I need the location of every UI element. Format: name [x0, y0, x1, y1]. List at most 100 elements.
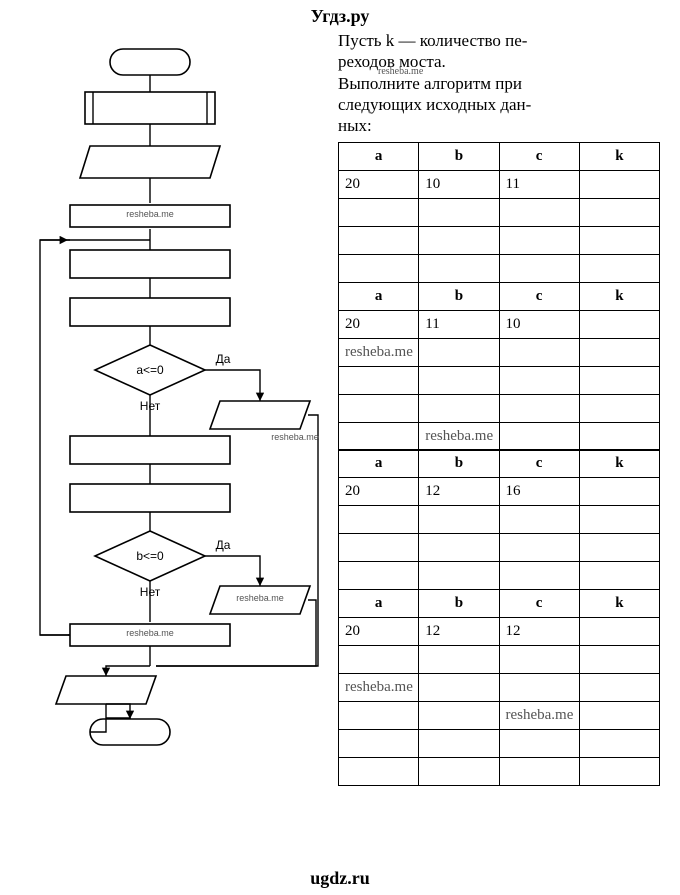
data-cell	[339, 645, 419, 673]
data-cell	[419, 227, 499, 255]
data-cell	[419, 506, 499, 534]
data-cell	[419, 645, 499, 673]
tables-holder: abck201011abck201110resheba.meresheba.me…	[338, 142, 660, 786]
svg-text:b<=0: b<=0	[136, 549, 164, 563]
content-area: resheba.me a<=0 Да Нет b<=0 Да Нет resheba.me re…	[20, 30, 660, 865]
data-cell	[579, 534, 659, 562]
data-cell	[579, 171, 659, 199]
data-cell	[579, 673, 659, 701]
col-header: a	[339, 589, 419, 617]
col-header: b	[419, 143, 499, 171]
data-cell	[579, 338, 659, 366]
flowchart-column: resheba.me a<=0 Да Нет b<=0 Да Нет resheba.me re…	[20, 30, 320, 865]
data-cell	[579, 227, 659, 255]
data-table-3: abck201212resheba.meresheba.me	[338, 589, 660, 786]
data-cell: 11	[419, 310, 499, 338]
data-cell	[339, 199, 419, 227]
data-cell	[579, 562, 659, 590]
data-cell	[419, 562, 499, 590]
col-header: c	[499, 143, 579, 171]
data-cell	[339, 366, 419, 394]
text-and-tables: Пусть k — количество пе- реходов моста. …	[338, 30, 660, 865]
data-cell	[579, 506, 659, 534]
col-header: b	[419, 282, 499, 310]
data-cell	[419, 338, 499, 366]
col-header: k	[579, 450, 659, 478]
intro-line3: Выполните алгоритм при	[338, 74, 522, 93]
svg-text:Нет: Нет	[140, 399, 161, 413]
data-cell: 20	[339, 617, 419, 645]
data-cell	[419, 394, 499, 422]
col-header: c	[499, 589, 579, 617]
data-cell	[579, 366, 659, 394]
data-cell: 20	[339, 171, 419, 199]
svg-text:resheba.me: resheba.me	[126, 628, 174, 638]
resheba-watermark-icon: resheba.me	[378, 66, 423, 79]
data-cell	[339, 255, 419, 283]
data-cell	[579, 729, 659, 757]
data-cell	[499, 255, 579, 283]
data-cell	[579, 199, 659, 227]
data-cell	[499, 394, 579, 422]
data-cell: resheba.me	[499, 701, 579, 729]
data-cell: 12	[419, 478, 499, 506]
data-cell	[339, 562, 419, 590]
data-cell	[499, 199, 579, 227]
data-cell	[579, 757, 659, 785]
data-cell: resheba.me	[419, 422, 499, 450]
data-cell	[419, 199, 499, 227]
data-cell	[579, 617, 659, 645]
data-cell	[579, 645, 659, 673]
col-header: b	[419, 450, 499, 478]
data-cell	[499, 673, 579, 701]
intro-line5: ных:	[338, 116, 372, 135]
data-cell	[499, 729, 579, 757]
data-cell: 20	[339, 478, 419, 506]
intro-line4: следующих исходных дан-	[338, 95, 531, 114]
data-cell: 20	[339, 310, 419, 338]
data-table-1: abck201110resheba.meresheba.me	[338, 282, 660, 451]
svg-text:resheba.me: resheba.me	[236, 593, 284, 603]
data-cell	[339, 506, 419, 534]
data-cell	[579, 255, 659, 283]
data-cell: resheba.me	[339, 338, 419, 366]
intro-text: Пусть k — количество пе- реходов моста. …	[338, 30, 660, 136]
top-watermark: Угдз.ру	[0, 6, 680, 27]
data-cell	[499, 227, 579, 255]
col-header: c	[499, 282, 579, 310]
svg-text:Да: Да	[216, 538, 231, 552]
data-cell	[499, 534, 579, 562]
data-cell	[339, 729, 419, 757]
data-cell	[579, 310, 659, 338]
data-cell	[419, 366, 499, 394]
data-cell: resheba.me	[339, 673, 419, 701]
data-cell	[419, 729, 499, 757]
data-table-2: abck201216	[338, 449, 660, 590]
data-cell	[499, 338, 579, 366]
svg-text:Да: Да	[216, 352, 231, 366]
data-cell: 10	[499, 310, 579, 338]
col-header: k	[579, 589, 659, 617]
data-cell	[419, 255, 499, 283]
data-cell	[339, 394, 419, 422]
data-cell	[419, 757, 499, 785]
data-cell: 11	[499, 171, 579, 199]
bottom-watermark: ugdz.ru	[0, 868, 680, 889]
col-header: a	[339, 282, 419, 310]
svg-text:Нет: Нет	[140, 585, 161, 599]
data-cell	[419, 534, 499, 562]
data-cell: 10	[419, 171, 499, 199]
svg-text:resheba.me: resheba.me	[271, 432, 319, 442]
col-header: k	[579, 143, 659, 171]
data-cell	[499, 366, 579, 394]
data-cell	[499, 422, 579, 450]
data-cell	[339, 701, 419, 729]
data-cell	[579, 701, 659, 729]
data-cell	[499, 757, 579, 785]
col-header: c	[499, 450, 579, 478]
data-cell: 12	[499, 617, 579, 645]
svg-text:a<=0: a<=0	[136, 363, 164, 377]
data-cell	[339, 227, 419, 255]
data-cell	[579, 422, 659, 450]
data-cell	[499, 562, 579, 590]
